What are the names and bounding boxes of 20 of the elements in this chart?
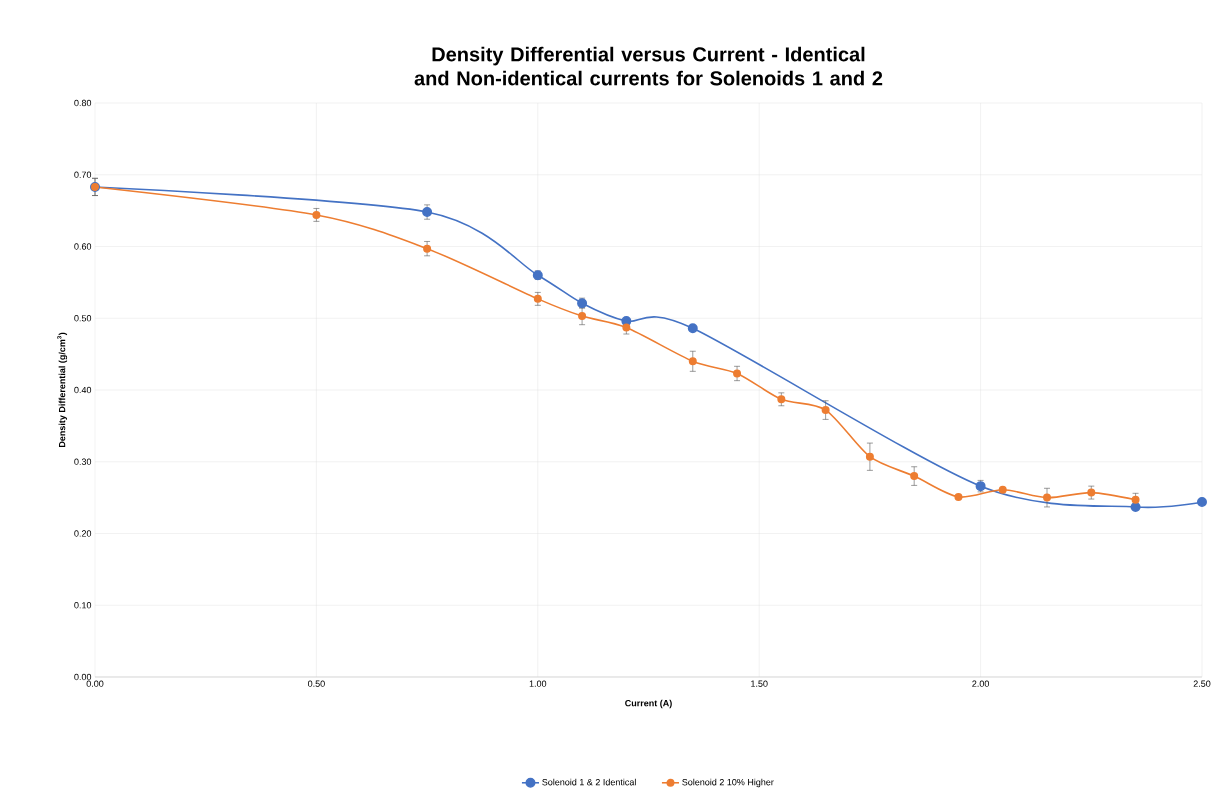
y-tick-label: 0.10 (74, 602, 92, 609)
x-tick-label: 2.00 (972, 680, 989, 687)
y-tick-label: 0.30 (74, 458, 92, 465)
x-tick-label: 1.00 (529, 680, 547, 687)
y-tick-label: 0.00 (74, 673, 92, 681)
x-tick-label: 2.50 (1193, 680, 1211, 687)
legend-label: Solenoid 2 10% Higher (682, 778, 774, 788)
y-tick-label: 0.20 (74, 530, 92, 537)
y-tick-label: 0.70 (74, 171, 92, 178)
y-tick-label: 0.50 (74, 315, 92, 322)
y-axis-title: Density Differential (g/cm$^{3}$) (57, 332, 68, 448)
x-tick-label: 1.50 (751, 680, 768, 687)
y-tick-label: 0.60 (74, 243, 92, 250)
legend-label: Solenoid 1 & 2 Identical (542, 778, 636, 786)
y-tick-label: 0.80 (74, 99, 92, 107)
chart-title: Density Differential versus Current - Identical and Non-identical currents for Solenoids 1 and 2 (414, 46, 883, 86)
x-tick-label: 0.50 (307, 680, 325, 687)
y-tick-label: 0.40 (74, 386, 92, 394)
x-tick-label: 0.00 (86, 680, 104, 687)
x-axis-title: Current (A) (625, 699, 672, 709)
